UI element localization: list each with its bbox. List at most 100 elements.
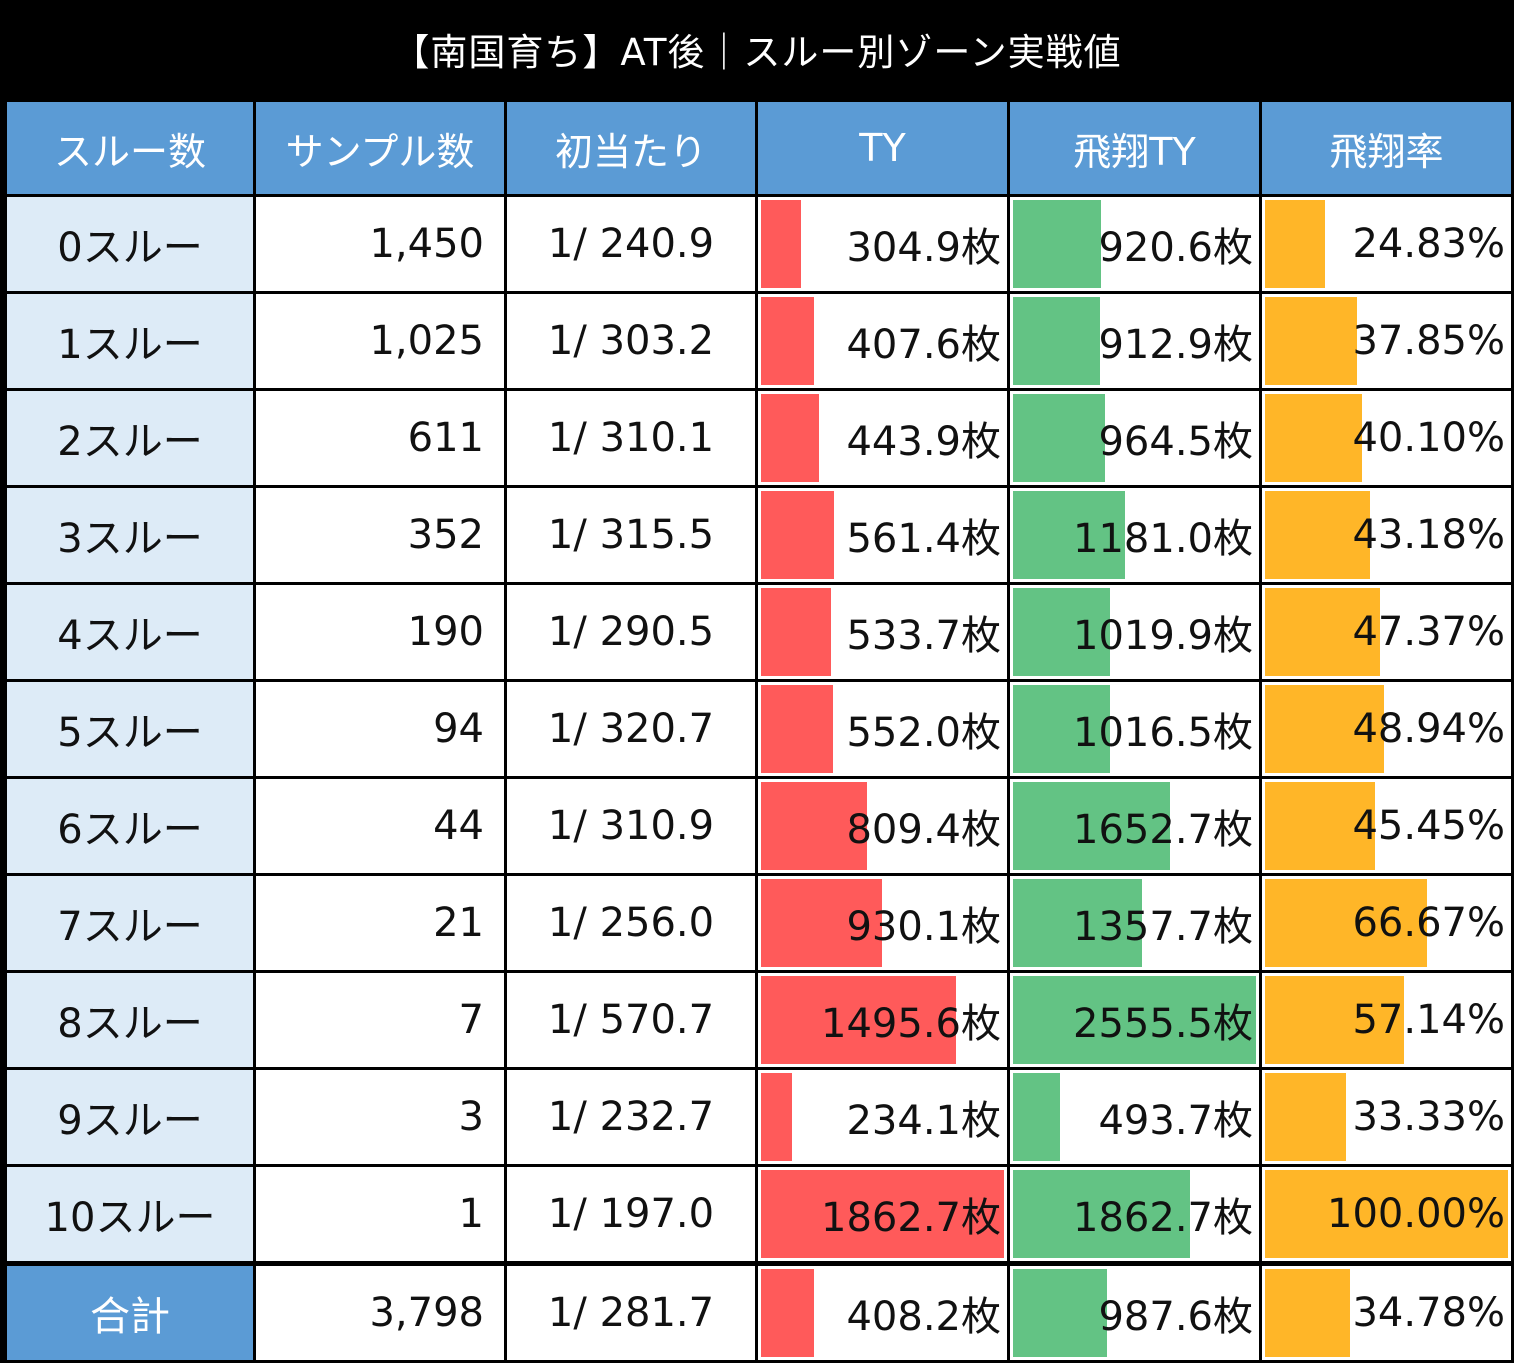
ty-value: 1495.6枚 <box>821 1001 1001 1047</box>
hishou-rate-cell: 47.37% <box>1262 585 1511 679</box>
table-row: 4スルー 190 1/ 290.5 533.7枚 1019.9枚 47.37% <box>7 585 1511 679</box>
hishou-ty-bar <box>1013 297 1100 385</box>
hishou-ty-bar <box>1013 879 1142 967</box>
ty-value: 930.1枚 <box>846 904 1001 950</box>
first-hit-cell: 1/ 315.5 <box>507 488 755 582</box>
hishou-rate-cell: 57.14% <box>1262 973 1511 1067</box>
samples-cell: 94 <box>256 682 504 776</box>
ty-cell: 552.0枚 <box>758 682 1007 776</box>
header-ty: TY <box>758 102 1007 194</box>
hishou-rate-cell: 24.83% <box>1262 197 1511 291</box>
ty-bar <box>761 200 801 288</box>
first-hit-cell: 1/ 303.2 <box>507 294 755 388</box>
ty-bar <box>761 976 956 1064</box>
hishou-ty-cell: 1862.7枚 <box>1010 1167 1259 1261</box>
ty-value: 304.9枚 <box>846 225 1001 271</box>
ty-cell: 1495.6枚 <box>758 973 1007 1067</box>
samples-cell: 1,025 <box>256 294 504 388</box>
ty-bar <box>761 297 814 385</box>
hishou-rate-cell: 40.10% <box>1262 391 1511 485</box>
hishou-ty-bar <box>1013 1170 1190 1258</box>
hishou-rate-cell: 66.67% <box>1262 876 1511 970</box>
table-row: 6スルー 44 1/ 310.9 809.4枚 1652.7枚 45.45% <box>7 779 1511 873</box>
hishou-ty-value: 493.7枚 <box>1098 1098 1253 1144</box>
hishou-ty-cell: 1016.5枚 <box>1010 682 1259 776</box>
hishou-ty-bar <box>1013 588 1110 676</box>
first-hit-cell: 1/ 320.7 <box>507 682 755 776</box>
hishou-rate-cell: 100.00% <box>1262 1167 1511 1261</box>
ty-cell: 809.4枚 <box>758 779 1007 873</box>
ty-bar <box>761 1269 814 1357</box>
hishou-rate-value: 48.94% <box>1352 706 1505 752</box>
hishou-ty-bar <box>1013 976 1256 1064</box>
first-hit-cell: 1/ 281.7 <box>507 1264 755 1360</box>
header-samples: サンプル数 <box>256 102 504 194</box>
hishou-rate-bar <box>1265 588 1380 676</box>
first-hit-cell: 1/ 570.7 <box>507 973 755 1067</box>
ty-cell: 561.4枚 <box>758 488 1007 582</box>
through-label: 10スルー <box>7 1167 253 1261</box>
first-hit-cell: 1/ 197.0 <box>507 1167 755 1261</box>
table-row: 1スルー 1,025 1/ 303.2 407.6枚 912.9枚 37.85% <box>7 294 1511 388</box>
hishou-ty-value: 1862.7枚 <box>1073 1195 1253 1241</box>
hishou-ty-value: 920.6枚 <box>1098 225 1253 271</box>
through-label: 5スルー <box>7 682 253 776</box>
hishou-ty-cell: 2555.5枚 <box>1010 973 1259 1067</box>
hishou-rate-bar <box>1265 879 1427 967</box>
ty-value: 234.1枚 <box>846 1098 1001 1144</box>
hishou-ty-bar <box>1013 782 1170 870</box>
hishou-rate-cell: 37.85% <box>1262 294 1511 388</box>
hishou-ty-value: 1019.9枚 <box>1073 613 1253 659</box>
through-label: 3スルー <box>7 488 253 582</box>
hishou-ty-bar <box>1013 200 1101 288</box>
hishou-ty-cell: 964.5枚 <box>1010 391 1259 485</box>
ty-cell: 407.6枚 <box>758 294 1007 388</box>
hishou-rate-cell: 45.45% <box>1262 779 1511 873</box>
table-row: 3スルー 352 1/ 315.5 561.4枚 1181.0枚 43.18% <box>7 488 1511 582</box>
ty-cell: 1862.7枚 <box>758 1167 1007 1261</box>
samples-cell: 190 <box>256 585 504 679</box>
ty-cell: 304.9枚 <box>758 197 1007 291</box>
hishou-rate-value: 45.45% <box>1352 803 1505 849</box>
hishou-ty-cell: 912.9枚 <box>1010 294 1259 388</box>
ty-cell: 443.9枚 <box>758 391 1007 485</box>
ty-bar <box>761 491 834 579</box>
hishou-ty-cell: 1652.7枚 <box>1010 779 1259 873</box>
first-hit-cell: 1/ 240.9 <box>507 197 755 291</box>
hishou-ty-cell: 1357.7枚 <box>1010 876 1259 970</box>
hishou-rate-bar <box>1265 297 1357 385</box>
hishou-rate-value: 34.78% <box>1352 1290 1505 1336</box>
ty-value: 561.4枚 <box>846 516 1001 562</box>
first-hit-cell: 1/ 310.9 <box>507 779 755 873</box>
table-row: 2スルー 611 1/ 310.1 443.9枚 964.5枚 40.10% <box>7 391 1511 485</box>
through-label: 0スルー <box>7 197 253 291</box>
header-first-hit: 初当たり <box>507 102 755 194</box>
hishou-ty-value: 987.6枚 <box>1098 1294 1253 1340</box>
through-label: 2スルー <box>7 391 253 485</box>
hishou-ty-bar <box>1013 1073 1060 1161</box>
through-label: 1スルー <box>7 294 253 388</box>
hishou-rate-bar <box>1265 1073 1346 1161</box>
hishou-ty-cell: 1019.9枚 <box>1010 585 1259 679</box>
hishou-ty-cell: 1181.0枚 <box>1010 488 1259 582</box>
ty-value: 1862.7枚 <box>821 1195 1001 1241</box>
hishou-rate-cell: 48.94% <box>1262 682 1511 776</box>
ty-cell: 533.7枚 <box>758 585 1007 679</box>
through-label: 合計 <box>7 1264 253 1360</box>
ty-value: 407.6枚 <box>846 322 1001 368</box>
table-row: 7スルー 21 1/ 256.0 930.1枚 1357.7枚 66.67% <box>7 876 1511 970</box>
ty-cell: 930.1枚 <box>758 876 1007 970</box>
hishou-ty-value: 1357.7枚 <box>1073 904 1253 950</box>
samples-cell: 611 <box>256 391 504 485</box>
hishou-ty-cell: 987.6枚 <box>1010 1264 1259 1360</box>
first-hit-cell: 1/ 290.5 <box>507 585 755 679</box>
ty-bar <box>761 588 831 676</box>
hishou-rate-cell: 34.78% <box>1262 1264 1511 1360</box>
hishou-ty-value: 2555.5枚 <box>1073 1001 1253 1047</box>
through-label: 9スルー <box>7 1070 253 1164</box>
table-row: 5スルー 94 1/ 320.7 552.0枚 1016.5枚 48.94% <box>7 682 1511 776</box>
hishou-rate-cell: 33.33% <box>1262 1070 1511 1164</box>
hishou-ty-value: 964.5枚 <box>1098 419 1253 465</box>
hishou-rate-bar <box>1265 1269 1350 1357</box>
